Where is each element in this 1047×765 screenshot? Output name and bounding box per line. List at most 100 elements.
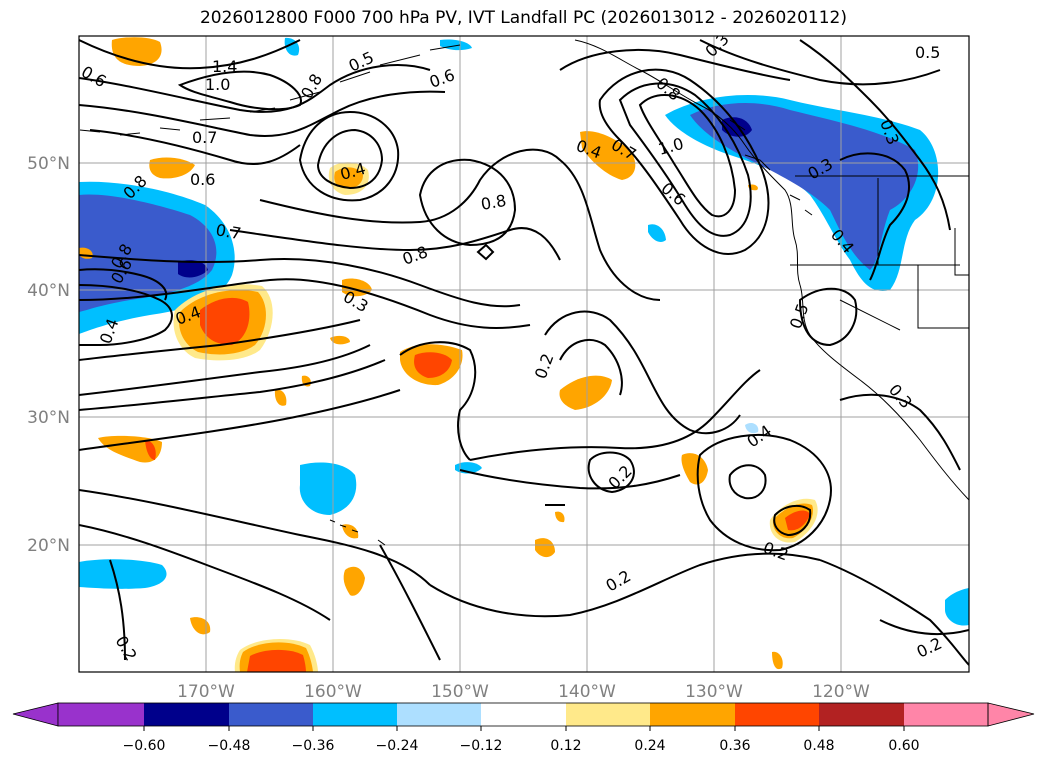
colorbar-bin bbox=[229, 703, 313, 726]
contour-loop-145w bbox=[544, 310, 741, 435]
contour-coast-1 bbox=[799, 39, 951, 231]
canada-coast bbox=[744, 144, 801, 286]
contour-mid-south-2 bbox=[459, 469, 681, 490]
colorbar-bin bbox=[819, 703, 904, 726]
contour-central-4 bbox=[79, 278, 531, 329]
lon-label-150w: 150°W bbox=[431, 682, 489, 702]
shade-orange-south-125w bbox=[772, 651, 783, 670]
contour-mid-south-1 bbox=[469, 369, 761, 461]
contour-ring-158w-inner bbox=[316, 128, 384, 190]
contour-label: 0.6 bbox=[190, 170, 215, 189]
contour-east-2a bbox=[798, 287, 858, 347]
latitude-axis: 50°N 40°N 30°N 20°N bbox=[27, 154, 70, 556]
contour-central-3 bbox=[79, 254, 521, 308]
shade-blue-gulf-alaska-core bbox=[690, 103, 919, 271]
contour-west-lat35 bbox=[79, 319, 361, 361]
lon-label-120w: 120°W bbox=[812, 682, 870, 702]
shade-orange-small-a bbox=[330, 335, 350, 345]
shade-blue-small-2 bbox=[648, 224, 666, 243]
lat-label-40n: 40°N bbox=[27, 281, 70, 301]
shade-orange-27n-175w-core bbox=[145, 440, 156, 460]
contour-mid-loop bbox=[399, 341, 477, 461]
colorbar-extend-left bbox=[12, 702, 59, 727]
lon-label-140w: 140°W bbox=[558, 682, 616, 702]
contour-south-2 bbox=[429, 552, 821, 618]
colorbar: −0.60 −0.48 −0.36 −0.24 −0.12 0.12 0.24 … bbox=[12, 702, 1035, 754]
colorbar-tick-label: −0.36 bbox=[292, 738, 335, 754]
contour-label: 1.4 bbox=[212, 57, 237, 76]
contour-east-1 bbox=[559, 49, 791, 81]
shade-blue-dateline-dark bbox=[178, 260, 208, 278]
colorbar-tick-label: 0.12 bbox=[550, 738, 581, 754]
colorbar-bin bbox=[735, 703, 819, 726]
lon-label-160w: 160°W bbox=[304, 682, 362, 702]
hawaii-islands bbox=[329, 519, 386, 546]
contour-east-south bbox=[839, 393, 961, 471]
us-west-coast bbox=[799, 284, 969, 501]
contour-east-2 bbox=[699, 39, 941, 86]
gridlines bbox=[79, 36, 969, 672]
colorbar-bin bbox=[904, 703, 988, 726]
shade-orange-32n-140w bbox=[559, 375, 612, 410]
colorbar-bin bbox=[397, 703, 481, 726]
shade-orange-27n-135w bbox=[681, 453, 708, 485]
shade-blue-dateline-upper-core bbox=[79, 194, 217, 312]
shade-blue-sw bbox=[79, 559, 167, 589]
contour-ring-150w bbox=[418, 158, 517, 247]
contour-north-4 bbox=[79, 90, 446, 137]
shade-orange-hi-2 bbox=[343, 566, 365, 596]
shade-blue-se-edge bbox=[945, 588, 969, 626]
shade-orange-36n-150w-core bbox=[414, 352, 452, 378]
lon-label-170w: 170°W bbox=[177, 682, 235, 702]
contour-south-4 bbox=[109, 559, 126, 661]
contour-coast-2 bbox=[839, 152, 910, 281]
shade-orange-hi-3 bbox=[535, 538, 555, 558]
contour-ak-loop-2 bbox=[618, 82, 752, 237]
shade-orange-22n-125w-core bbox=[785, 510, 810, 531]
shade-orange-south-160w-core bbox=[247, 649, 306, 672]
shade-orange-south-170w bbox=[190, 617, 211, 635]
contour-label: 0.5 bbox=[915, 43, 940, 62]
colorbar-frame bbox=[57, 702, 989, 727]
contour-west-lat40-2 bbox=[79, 284, 173, 346]
colorbar-tick-label: −0.60 bbox=[123, 738, 166, 754]
shade-orange-small-b bbox=[274, 389, 287, 406]
colorbar-bin bbox=[566, 703, 650, 726]
colorbar-bin bbox=[313, 703, 397, 726]
contour-label: 0.7 bbox=[192, 128, 217, 147]
shade-orange-ak bbox=[580, 131, 636, 180]
colorbar-bin bbox=[481, 703, 566, 726]
contour-diamond bbox=[476, 243, 495, 261]
contour-ring-125w bbox=[696, 434, 832, 552]
shade-blue-coast-dark bbox=[722, 117, 752, 137]
contour-label: 1.0 bbox=[205, 75, 230, 94]
shade-blue-hawaii-north bbox=[299, 462, 357, 515]
lat-label-30n: 30°N bbox=[27, 408, 70, 428]
colorbar-tick-label: 0.24 bbox=[634, 738, 665, 754]
colorbar-bin bbox=[144, 703, 229, 726]
map-panel: 0.6 1.4 1.0 0.8 0.6 0.5 0.3 0.5 0.8 0.3 … bbox=[79, 36, 969, 672]
shade-orange-40n-170w-core bbox=[200, 297, 250, 345]
lon-label-130w: 130°W bbox=[685, 682, 743, 702]
negative-shading bbox=[79, 37, 969, 626]
contour-central-2 bbox=[229, 227, 561, 261]
colorbar-tick-label: −0.12 bbox=[460, 738, 503, 754]
contour-west-lat40-1 bbox=[79, 268, 168, 301]
contour-south-5 bbox=[379, 544, 441, 661]
contour-north-3 bbox=[79, 64, 431, 113]
colorbar-tick-label: 0.36 bbox=[719, 738, 750, 754]
contour-ak-loop-3 bbox=[638, 93, 737, 218]
colorbar-tick-label: 0.48 bbox=[803, 738, 834, 754]
colorbar-tick-marks bbox=[143, 726, 905, 731]
contour-ring-125w-inner bbox=[728, 464, 767, 500]
longitude-axis: 170°W 160°W 150°W 140°W 130°W 120°W bbox=[177, 682, 870, 702]
contour-north-5 bbox=[89, 129, 301, 165]
map-title: 2026012800 F000 700 hPa PV, IVT Landfall… bbox=[199, 8, 847, 28]
colorbar-tick-label: −0.24 bbox=[376, 738, 419, 754]
pv-contours bbox=[79, 39, 969, 666]
contour-ring-125w-inner2 bbox=[773, 504, 812, 537]
colorbar-extend-right bbox=[987, 702, 1035, 727]
shade-orange-small-d bbox=[555, 511, 565, 523]
contour-label: 0.8 bbox=[479, 191, 507, 214]
shade-orange-hi-1 bbox=[342, 524, 359, 539]
